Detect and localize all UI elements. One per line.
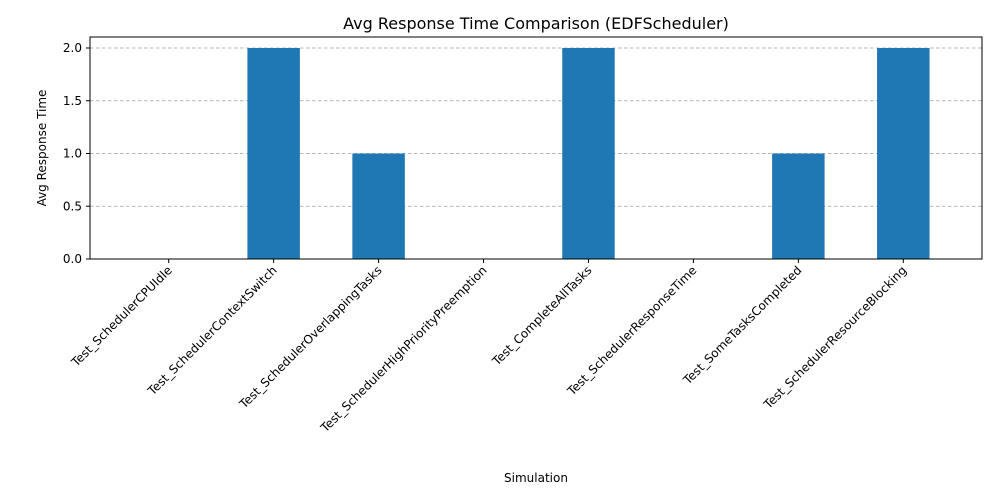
y-tick-label: 1.5	[63, 94, 82, 108]
x-tick-label: Test_SomeTasksCompleted	[680, 263, 805, 388]
bars	[247, 48, 930, 259]
x-axis-ticks: Test_SchedulerCPUIdleTest_SchedulerConte…	[68, 259, 909, 436]
y-axis-label: Avg Response Time	[35, 90, 49, 207]
y-axis-ticks: 0.0 0.5 1.0 1.5 2.0	[63, 41, 90, 266]
bar	[247, 48, 300, 259]
y-tick-label: 0.0	[63, 252, 82, 266]
bar	[562, 48, 615, 259]
x-tick-label: Test_SchedulerHighPriorityPreemption	[317, 263, 489, 435]
bar	[352, 153, 405, 259]
x-tick-label: Test_SchedulerResponseTime	[564, 263, 700, 399]
y-tick-label: 0.5	[63, 199, 82, 213]
grid-lines	[90, 47, 982, 260]
plot-frame	[89, 36, 983, 260]
y-tick-label: 1.0	[63, 147, 82, 161]
bar	[772, 153, 825, 259]
x-axis-label: Simulation	[504, 471, 568, 485]
y-tick-label: 2.0	[63, 41, 82, 55]
x-tick-label: Test_SchedulerCPUIdle	[68, 263, 175, 370]
bar	[877, 48, 930, 259]
x-tick-label: Test_CompleteAllTasks	[489, 263, 595, 369]
chart-title: Avg Response Time Comparison (EDFSchedul…	[343, 14, 729, 33]
